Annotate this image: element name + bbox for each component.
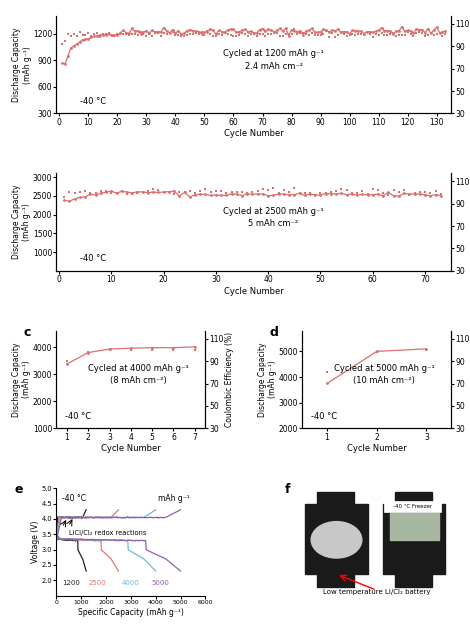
Text: 5000: 5000 <box>152 580 170 586</box>
Text: -40 °C: -40 °C <box>311 412 337 420</box>
Text: 2500: 2500 <box>88 580 106 586</box>
Text: c: c <box>24 326 31 339</box>
Y-axis label: Coulombic Efficiency (%): Coulombic Efficiency (%) <box>225 332 235 427</box>
Y-axis label: Voltage (V): Voltage (V) <box>31 520 40 563</box>
X-axis label: Cycle Number: Cycle Number <box>347 445 407 454</box>
Text: Cycled at 5000 mAh g⁻¹
(10 mAh cm⁻²): Cycled at 5000 mAh g⁻¹ (10 mAh cm⁻²) <box>334 364 435 385</box>
Text: mAh g⁻¹: mAh g⁻¹ <box>158 494 189 503</box>
X-axis label: Cycle Number: Cycle Number <box>224 287 284 296</box>
X-axis label: Specific Capacity (mAh g⁻¹): Specific Capacity (mAh g⁻¹) <box>78 608 184 617</box>
Text: d: d <box>269 326 278 339</box>
Y-axis label: Discharge Capacity
(mAh g⁻¹): Discharge Capacity (mAh g⁻¹) <box>258 342 277 417</box>
Bar <box>383 505 445 574</box>
Text: f: f <box>284 483 290 496</box>
Y-axis label: Discharge Capacity
(mAh g⁻¹): Discharge Capacity (mAh g⁻¹) <box>12 185 31 259</box>
Text: -40 °C: -40 °C <box>63 494 86 503</box>
Bar <box>317 574 354 587</box>
Bar <box>390 513 439 540</box>
Y-axis label: Discharge Capacity
(mAh g⁻¹): Discharge Capacity (mAh g⁻¹) <box>12 27 31 102</box>
Bar <box>384 501 441 512</box>
Text: LiCl/Cl₂ redox reactions: LiCl/Cl₂ redox reactions <box>69 530 146 536</box>
Text: -40 °C: -40 °C <box>65 412 92 420</box>
X-axis label: Cycle Number: Cycle Number <box>224 129 284 138</box>
Text: Cycled at 1200 mAh g⁻¹
2.4 mAh cm⁻²: Cycled at 1200 mAh g⁻¹ 2.4 mAh cm⁻² <box>223 49 324 71</box>
Text: Low temperature Li/Cl₂ battery: Low temperature Li/Cl₂ battery <box>323 589 431 594</box>
Bar <box>317 492 354 505</box>
Circle shape <box>311 522 362 558</box>
Text: Cycled at 2500 mAh g⁻¹
5 mAh cm⁻²: Cycled at 2500 mAh g⁻¹ 5 mAh cm⁻² <box>223 206 324 228</box>
Text: 1200: 1200 <box>63 580 80 586</box>
X-axis label: Cycle Number: Cycle Number <box>101 445 161 454</box>
Bar <box>395 492 432 505</box>
Text: -40 °C Freezer: -40 °C Freezer <box>393 504 432 509</box>
Text: 4000: 4000 <box>122 580 140 586</box>
Text: e: e <box>15 483 23 496</box>
Bar <box>395 574 432 587</box>
Text: -40 °C: -40 °C <box>80 97 106 106</box>
Text: Cycled at 4000 mAh g⁻¹
(8 mAh cm⁻²): Cycled at 4000 mAh g⁻¹ (8 mAh cm⁻²) <box>88 364 189 385</box>
Y-axis label: Discharge Capacity
(mAh g⁻¹): Discharge Capacity (mAh g⁻¹) <box>12 342 31 417</box>
Bar <box>305 505 368 574</box>
Text: -40 °C: -40 °C <box>80 254 106 263</box>
